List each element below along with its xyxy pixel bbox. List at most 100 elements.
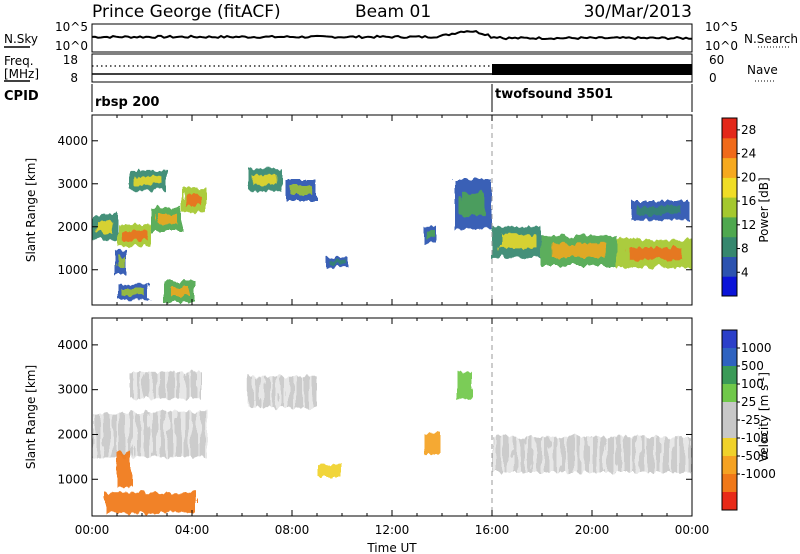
velocity-region-8 [492, 436, 692, 473]
velocity-colorbar-tick-7: -1000 [741, 467, 776, 481]
cpid-mode-1: rbsp 200 [95, 95, 159, 110]
freq-tick-top: 18 [63, 53, 78, 67]
velocity-colorbar-swatch-3 [722, 384, 737, 403]
power-region-core-12 [460, 193, 487, 216]
velocity-region-5 [317, 463, 342, 477]
power-colorbar-tick-6: 28 [741, 123, 756, 137]
velocity-region-4 [104, 492, 197, 513]
nave-tick-bottom: 0 [709, 71, 717, 85]
power-region-core-2 [156, 214, 178, 225]
power-colorbar-swatch-1 [722, 256, 737, 277]
power-ytick-1: 2000 [57, 220, 88, 234]
power-region-core-13 [499, 235, 535, 249]
power-colorbar-swatch-6 [722, 157, 737, 178]
time-tick-3: 12:00 [375, 523, 410, 537]
noise-panel: N.Sky 10^5 10^0 10^5 10^0 N.Search [4, 20, 798, 53]
nave-label: Nave [747, 63, 778, 77]
velocity-colorbar-swatch-9 [722, 492, 737, 511]
velocity-colorbar-tick-4: -25 [741, 413, 761, 427]
power-colorbar-tick-5: 24 [741, 147, 756, 161]
nave-tick-top: 60 [709, 53, 724, 67]
time-axis-label: Time UT [366, 541, 417, 554]
velocity-region-0 [92, 412, 207, 457]
velocity-colorbar-swatch-7 [722, 456, 737, 475]
velocity-ylabel: Slant Range [km] [24, 365, 38, 469]
noise-right-tick-bottom: 10^0 [705, 39, 738, 53]
power-region-core-4 [135, 176, 162, 185]
velocity-ytick-0: 1000 [57, 472, 88, 486]
noise-left-tick-bottom: 10^0 [55, 39, 88, 53]
power-colorbar-swatch-0 [722, 276, 737, 297]
velocity-colorbar-swatch-4 [722, 402, 737, 421]
velocity-colorbar-swatch-5 [722, 420, 737, 439]
power-region-core-9 [289, 185, 313, 195]
power-region-core-7 [169, 286, 190, 296]
date-label: 30/Mar/2013 [584, 2, 692, 22]
power-colorbar-swatch-2 [722, 236, 737, 257]
velocity-colorbar-swatch-1 [722, 348, 737, 367]
power-colorbar-swatch-5 [722, 177, 737, 198]
power-ytick-3: 4000 [57, 134, 88, 148]
velocity-panel: 1000 2000 3000 4000 00:00 04:00 08:00 12:00 16:… [24, 317, 776, 554]
velocity-colorbar-label: Velocity [m s-1] [757, 372, 771, 462]
velocity-colorbar-tick-6: -500 [741, 449, 768, 463]
power-region-core-11 [426, 231, 436, 240]
power-ytick-0: 1000 [57, 263, 88, 277]
cpid-strip: CPID rbsp 200 twofsound 3501 [4, 84, 693, 112]
power-colorbar-tick-4: 20 [741, 170, 756, 184]
power-ylabel: Slant Range [km] [24, 158, 38, 262]
power-panel: 1000 2000 3000 4000 Slant Range [km] 4 8 12 16… [24, 114, 771, 306]
power-region-core-0 [95, 221, 114, 233]
time-tick-4: 16:00 [475, 523, 510, 537]
power-colorbar-tick-1: 8 [741, 242, 749, 256]
noise-sky-label: N.Sky [4, 32, 38, 46]
velocity-colorbar-tick-5: -100 [741, 431, 768, 445]
power-colorbar-label: Power [dB] [757, 177, 771, 242]
power-colorbar-swatch-7 [722, 137, 737, 159]
velocity-region-1 [129, 371, 202, 399]
power-region-core-3 [185, 194, 204, 206]
velocity-colorbar-swatch-8 [722, 474, 737, 493]
time-tick-2: 08:00 [275, 523, 310, 537]
power-region-core-5 [116, 257, 126, 268]
velocity-colorbar-swatch-2 [722, 366, 737, 385]
velocity-ytick-3: 4000 [57, 338, 88, 352]
power-colorbar-swatch-3 [722, 216, 737, 238]
power-region-core-10 [330, 259, 347, 265]
velocity-colorbar-swatch-6 [722, 438, 737, 457]
velocity-region-3 [117, 452, 132, 489]
power-region-core-15 [628, 247, 681, 260]
velocity-ytick-1: 2000 [57, 427, 88, 441]
velocity-region-2 [247, 376, 317, 408]
freq-label-1: Freq. [4, 54, 34, 68]
time-tick-0: 00:00 [75, 523, 110, 537]
velocity-colorbar-swatch-0 [722, 330, 737, 349]
power-region-core-8 [252, 174, 277, 185]
velocity-colorbar-tick-2: 100 [741, 377, 764, 391]
noise-right-tick-top: 10^5 [705, 20, 738, 34]
velocity-colorbar-tick-1: 500 [741, 359, 764, 373]
noise-left-tick-top: 10^5 [55, 20, 88, 34]
power-colorbar-tick-0: 4 [741, 265, 749, 279]
power-ytick-2: 3000 [57, 177, 88, 191]
freq-tick-bottom: 8 [70, 71, 78, 85]
time-tick-1: 04:00 [175, 523, 210, 537]
cpid-label: CPID [4, 89, 39, 104]
power-colorbar-tick-2: 12 [741, 218, 756, 232]
freq-panel: Freq. [MHz] 18 8 60 0 Nave [4, 53, 778, 85]
power-region-core-14 [553, 243, 606, 257]
power-colorbar-swatch-4 [722, 197, 737, 218]
velocity-colorbar-tick-0: 1000 [741, 341, 772, 355]
power-colorbar-swatch-8 [722, 118, 737, 139]
freq-label-2: [MHz] [4, 67, 39, 81]
power-region-core-1 [122, 230, 147, 241]
time-tick-6: 00:00 [675, 523, 710, 537]
power-region-core-16 [638, 206, 683, 215]
power-colorbar-tick-3: 16 [741, 194, 756, 208]
station-title: Prince George (fitACF) [92, 2, 281, 22]
noise-search-label: N.Search [744, 32, 798, 46]
beam-label: Beam 01 [355, 2, 431, 22]
power-region-core-6 [121, 289, 145, 296]
